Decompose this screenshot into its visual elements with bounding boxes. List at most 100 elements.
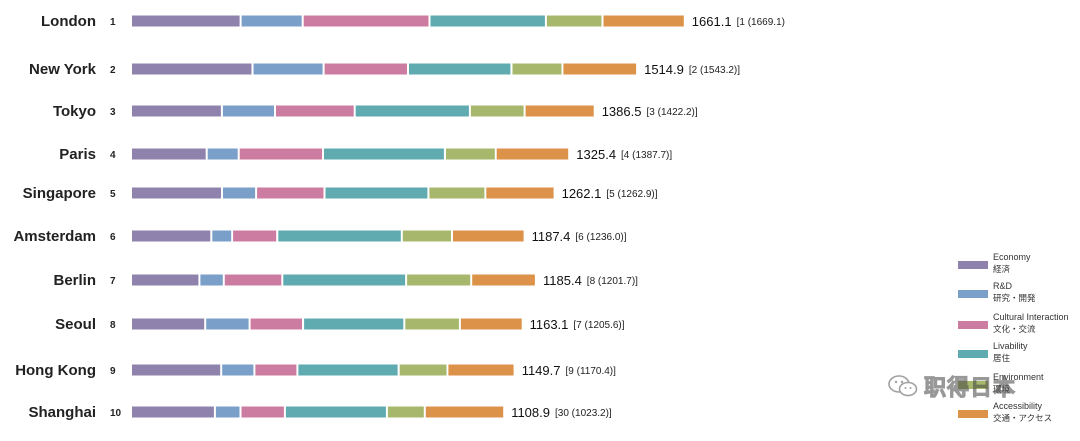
total-score-label: 1163.1 (530, 317, 569, 332)
chart-row: Shanghai 10 1108.9 [30 (1023.2)] (28, 404, 611, 421)
city-label: Shanghai (28, 404, 96, 421)
chart-rows: London 1 1661.1 [1 (1669.1) New York 2 1514.9 [… (13, 13, 785, 421)
city-label: Hong Kong (15, 362, 96, 379)
bar-segment (407, 274, 471, 286)
rank-label: 7 (110, 276, 116, 287)
legend-item: Cultural Interaction 文化・交流 (958, 312, 1069, 335)
bar-segment (324, 63, 407, 75)
legend-label: Accessibility (993, 401, 1043, 411)
total-score-label: 1185.4 (543, 273, 582, 288)
bar-segment (132, 187, 221, 199)
rank-label: 9 (110, 366, 116, 377)
bar-segment (223, 187, 256, 199)
bar-segment (496, 148, 569, 160)
legend-label: Livability (993, 341, 1028, 351)
bar-segment (276, 105, 354, 117)
bar-segment (387, 406, 424, 418)
legend-label: Environment (993, 372, 1044, 382)
rank-label: 5 (110, 189, 116, 200)
previous-rank-label: [8 (1201.7)] (587, 276, 638, 287)
bar-segment (241, 406, 284, 418)
chart-row: Amsterdam 6 1187.4 [6 (1236.0)] (13, 228, 626, 245)
bar-segment (303, 15, 429, 27)
total-score-label: 1149.7 (522, 363, 561, 378)
legend-label-jp: 文化・交流 (993, 324, 1036, 335)
chart-legend: Economy 経済 R&D 研究・開発 Cultural Interaction 文化・… (958, 252, 1069, 424)
bar-segment (222, 364, 254, 376)
bar-segment (215, 406, 240, 418)
bar-segment (207, 148, 238, 160)
bar-segment (132, 406, 214, 418)
watermark-text: 职得日本 (923, 376, 1017, 402)
bar-segment (212, 230, 232, 242)
rank-label: 3 (110, 107, 116, 118)
legend-item: Economy 経済 (958, 252, 1031, 275)
legend-item: Environment 環境 (958, 372, 1044, 395)
legend-item: Livability 居住 (958, 341, 1028, 364)
bar-segment (132, 230, 211, 242)
chart-row: Hong Kong 9 1149.7 [9 (1170.4)] (15, 362, 616, 379)
chart-row: Singapore 5 1262.1 [5 (1262.9)] (23, 185, 658, 202)
legend-swatch (958, 410, 988, 418)
city-label: Amsterdam (13, 228, 96, 245)
legend-label: Cultural Interaction (993, 312, 1069, 322)
watermark: 职得日本 (888, 370, 1016, 402)
total-score-label: 1262.1 (562, 186, 602, 201)
previous-rank-label: [5 (1262.9)] (606, 189, 657, 200)
bar-segment (324, 148, 444, 160)
bar-segment (253, 63, 323, 75)
bar-segment (233, 230, 277, 242)
chart-row: Tokyo 3 1386.5 [3 (1422.2)] (53, 103, 698, 120)
bar-segment (409, 63, 511, 75)
wechat-icon (888, 375, 918, 397)
total-score-label: 1661.1 (692, 14, 732, 29)
bar-segment (525, 105, 594, 117)
legend-label-jp: 交通・アクセス (993, 413, 1052, 424)
legend-label-jp: 経済 (993, 264, 1011, 275)
previous-rank-label: [9 (1170.4)] (566, 366, 617, 377)
bar-segment (132, 318, 205, 330)
legend-swatch (958, 261, 988, 269)
legend-label-jp: 居住 (993, 353, 1011, 364)
bar-segment (603, 15, 684, 27)
chart-row: Paris 4 1325.4 [4 (1387.7)] (59, 146, 672, 163)
bar-segment (132, 274, 199, 286)
bar-segment (250, 318, 302, 330)
bar-segment (405, 318, 459, 330)
total-score-label: 1325.4 (576, 147, 616, 162)
bar-segment (132, 148, 206, 160)
previous-rank-label: [2 (1543.2)] (689, 65, 740, 76)
previous-rank-label: [7 (1205.6)] (573, 320, 624, 331)
previous-rank-label: [1 (1669.1) (737, 17, 785, 28)
rank-label: 1 (110, 17, 116, 28)
total-score-label: 1386.5 (602, 104, 642, 119)
city-label: Seoul (55, 316, 96, 333)
bar-segment (241, 15, 302, 27)
bar-segment (132, 15, 240, 27)
chart-row: Berlin 7 1185.4 [8 (1201.7)] (53, 272, 638, 289)
city-label: Singapore (23, 185, 96, 202)
legend-item: Accessibility 交通・アクセス (958, 401, 1052, 424)
city-label: Tokyo (53, 103, 96, 120)
bar-segment (222, 105, 274, 117)
city-label: Berlin (53, 272, 96, 289)
rank-label: 6 (110, 232, 116, 243)
city-label: London (41, 13, 96, 30)
chart-row: London 1 1661.1 [1 (1669.1) (41, 13, 785, 30)
bar-segment (512, 63, 562, 75)
bar-segment (425, 406, 504, 418)
bar-segment (257, 187, 324, 199)
bar-segment (430, 15, 545, 27)
bar-segment (470, 105, 524, 117)
bar-segment (448, 364, 514, 376)
city-label: New York (29, 61, 97, 78)
legend-swatch (958, 381, 988, 389)
legend-label-jp: 環境 (993, 384, 1011, 395)
bar-segment (472, 274, 535, 286)
bar-segment (255, 364, 297, 376)
legend-label-jp: 研究・開発 (993, 293, 1036, 304)
total-score-label: 1514.9 (644, 62, 684, 77)
bar-segment (278, 230, 401, 242)
previous-rank-label: [30 (1023.2)] (555, 408, 612, 419)
